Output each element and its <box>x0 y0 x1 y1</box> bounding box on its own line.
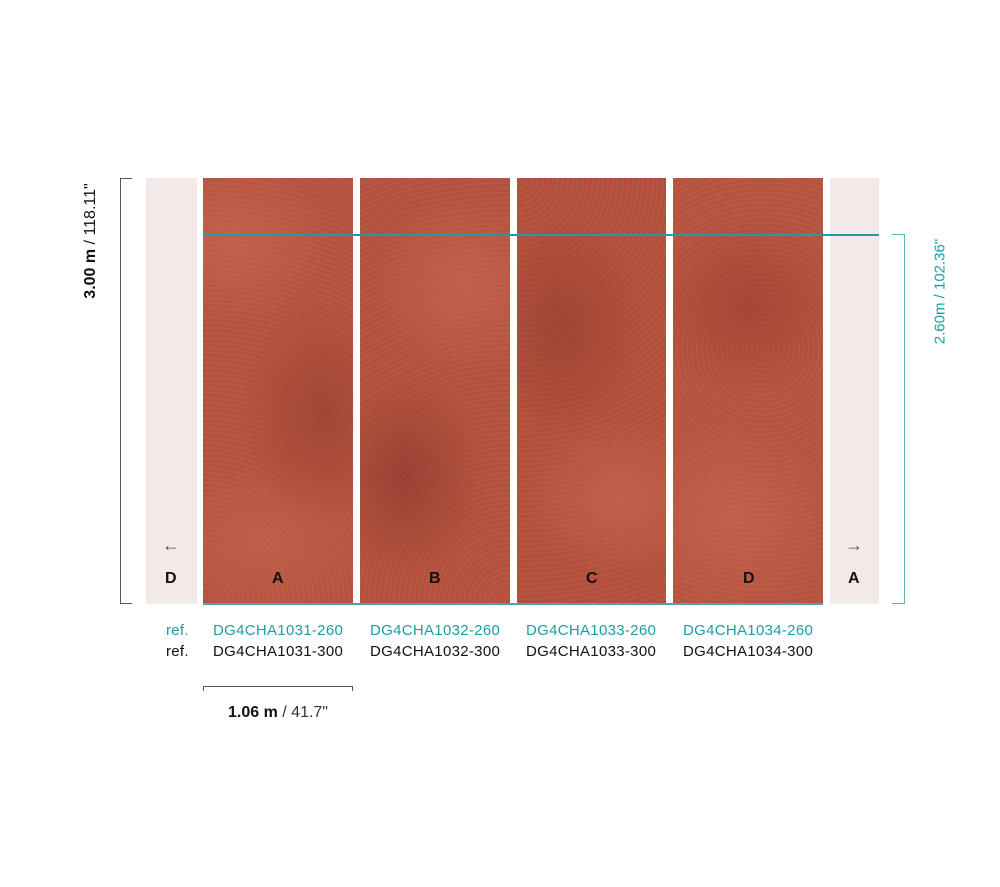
width-inches: / 41.7" <box>277 704 328 721</box>
height-total-value: 3.00 m <box>82 248 99 299</box>
print-height-bracket <box>892 234 905 604</box>
height-total-inches: / 118.11" <box>82 183 99 249</box>
ref-label-260: ref. <box>166 622 189 639</box>
ghost-left-letter: D <box>165 570 177 587</box>
ghost-panel-right <box>830 178 879 604</box>
ghost-panel-left <box>146 178 197 604</box>
ghost-right-letter: A <box>848 570 860 587</box>
panel-b <box>360 178 510 604</box>
ref-260: DG4CHA1031-260 <box>213 622 344 639</box>
ref-300: DG4CHA1034-300 <box>683 643 814 660</box>
width-value: 1.06 m <box>228 704 278 721</box>
width-bracket <box>203 686 353 691</box>
ref-260: DG4CHA1032-260 <box>370 622 501 639</box>
height-bracket <box>120 178 132 604</box>
print-height-line <box>203 234 879 236</box>
bottom-line <box>203 603 823 605</box>
ref-300: DG4CHA1031-300 <box>213 643 344 660</box>
panel-a <box>203 178 353 604</box>
ref-300: DG4CHA1032-300 <box>370 643 501 660</box>
ref-260: DG4CHA1034-260 <box>683 622 814 639</box>
panel-letter: C <box>586 570 598 587</box>
height-print-label: 2.60m / 102.36" <box>931 238 949 345</box>
ref-260: DG4CHA1033-260 <box>526 622 657 639</box>
panel-c <box>517 178 666 604</box>
ref-300: DG4CHA1033-300 <box>526 643 657 660</box>
panel-letter: D <box>743 570 755 587</box>
panel-d <box>673 178 823 604</box>
arrow-right-icon: → <box>845 535 863 555</box>
arrow-left-icon: ← <box>162 535 180 555</box>
height-total-label: 3.00 m / 118.11" <box>82 131 100 351</box>
panel-letter: A <box>272 570 284 587</box>
width-label: 1.06 m / 41.7" <box>203 704 353 722</box>
ref-label-300: ref. <box>166 643 189 660</box>
panel-letter: B <box>429 570 441 587</box>
